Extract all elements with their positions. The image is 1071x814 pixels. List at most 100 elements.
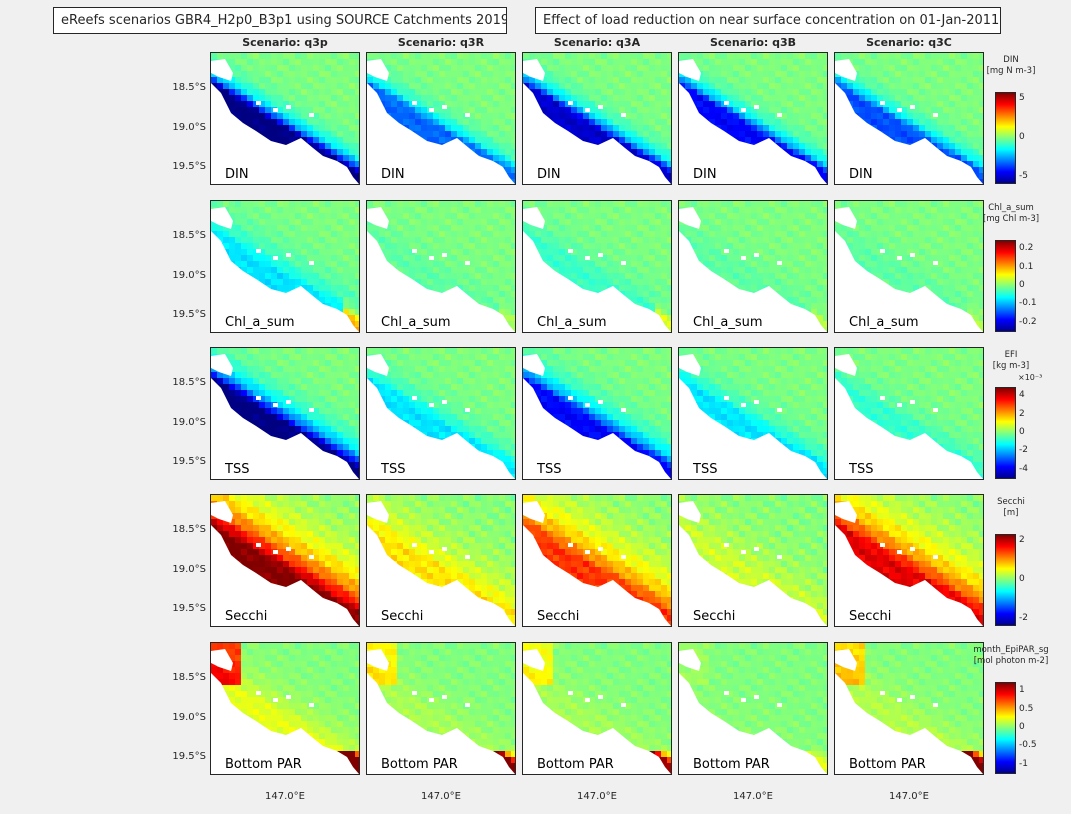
map-cell (823, 207, 827, 214)
map-cell (343, 155, 350, 162)
map-cell (631, 119, 638, 126)
map-cell (805, 249, 812, 256)
map-cell (271, 285, 278, 292)
map-cell (967, 59, 974, 66)
map-cell (241, 119, 248, 126)
map-cell (871, 107, 878, 114)
map-cell (325, 261, 332, 268)
map-cell (799, 261, 806, 268)
map-cell (337, 71, 344, 78)
map-cell (331, 137, 338, 144)
map-cell (763, 107, 770, 114)
map-cell (745, 201, 752, 208)
map-cell (439, 137, 446, 144)
map-cell (289, 95, 296, 102)
map-cell (355, 321, 359, 328)
map-cell (343, 255, 350, 262)
map-cell (589, 131, 596, 138)
map-cell (313, 65, 320, 72)
map-cell (445, 267, 452, 274)
map-cell (655, 119, 662, 126)
map-cell (925, 89, 932, 96)
map-cell (613, 249, 620, 256)
map-cell (703, 261, 710, 268)
map-cell (865, 89, 872, 96)
map-cell (337, 137, 344, 144)
map-cell (325, 143, 332, 150)
map-cell (493, 225, 500, 232)
map-cell (385, 231, 392, 238)
map-cell (979, 65, 983, 72)
map-cell (295, 101, 302, 108)
map-cell (559, 231, 566, 238)
map-cell (397, 77, 404, 84)
map-cell (661, 71, 668, 78)
map-cell (805, 101, 812, 108)
map-cell (703, 201, 710, 208)
map-cell (241, 65, 248, 72)
map-cell (961, 65, 968, 72)
map-cell (799, 285, 806, 292)
map-cell (793, 273, 800, 280)
map-cell (559, 77, 566, 84)
map-cell (397, 201, 404, 208)
map-cell (475, 119, 482, 126)
map-cell (409, 213, 416, 220)
map-cell (211, 53, 218, 60)
map-cell (319, 125, 326, 132)
map-cell (895, 77, 902, 84)
map-cell (625, 119, 632, 126)
map-cell (943, 65, 950, 72)
map-cell (709, 101, 716, 108)
map-cell (763, 95, 770, 102)
map-cell (979, 179, 983, 184)
map-cell (787, 231, 794, 238)
map-cell (715, 53, 722, 60)
map-cell (571, 213, 578, 220)
map-cell (283, 225, 290, 232)
map-cell (667, 315, 671, 322)
map-cell (649, 71, 656, 78)
map-cell (487, 219, 494, 226)
map-cell (265, 243, 272, 250)
map-cell (733, 243, 740, 250)
map-cell (943, 89, 950, 96)
latitude-tick-label: 18.5°S (172, 82, 206, 93)
map-cell (883, 71, 890, 78)
map-cell (253, 119, 260, 126)
map-cell (565, 207, 572, 214)
map-cell (631, 143, 638, 150)
map-cell (421, 107, 428, 114)
map-cell (427, 231, 434, 238)
map-cell (937, 71, 944, 78)
map-cell (331, 125, 338, 132)
map-cell (307, 119, 314, 126)
map-cell (667, 155, 671, 162)
map-cell (739, 59, 746, 66)
map-cell (511, 89, 515, 96)
map-cell (451, 107, 458, 114)
map-cell (349, 71, 356, 78)
map-cell (775, 213, 782, 220)
map-cell (799, 131, 806, 138)
map-cell (211, 77, 218, 84)
map-cell (751, 113, 758, 120)
map-cell (433, 213, 440, 220)
map-cell (343, 101, 350, 108)
map-cell (649, 207, 656, 214)
map-cell (277, 219, 284, 226)
map-cell (463, 243, 470, 250)
map-cell (781, 131, 788, 138)
map-cell (877, 65, 884, 72)
map-cell (457, 273, 464, 280)
map-cell (451, 225, 458, 232)
map-cell (595, 261, 602, 268)
map-cell (661, 291, 668, 298)
map-cell (229, 101, 236, 108)
map-cell (331, 261, 338, 268)
map-cell (637, 297, 644, 304)
map-cell (781, 201, 788, 208)
map-cell (589, 225, 596, 232)
map-cell (427, 219, 434, 226)
map-cell (493, 101, 500, 108)
